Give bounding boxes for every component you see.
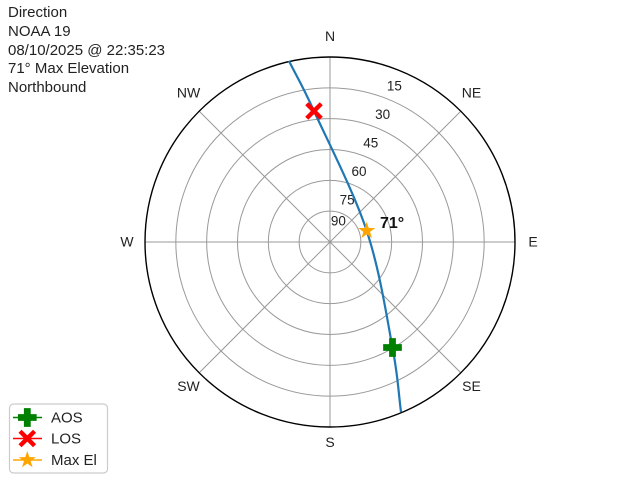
- svg-text:AOS: AOS: [51, 410, 83, 427]
- svg-text:15: 15: [387, 79, 402, 94]
- svg-text:71°: 71°: [380, 215, 404, 232]
- svg-text:E: E: [528, 234, 537, 250]
- svg-text:S: S: [325, 434, 334, 450]
- svg-text:NE: NE: [462, 85, 481, 101]
- svg-text:45: 45: [363, 136, 378, 151]
- svg-text:60: 60: [351, 164, 366, 179]
- svg-text:90: 90: [331, 214, 346, 229]
- svg-text:NW: NW: [177, 85, 201, 101]
- svg-text:W: W: [120, 234, 134, 250]
- svg-text:SW: SW: [177, 378, 200, 394]
- svg-text:LOS: LOS: [51, 431, 81, 448]
- svg-text:N: N: [325, 28, 335, 44]
- svg-text:Max El: Max El: [51, 452, 97, 469]
- svg-text:SE: SE: [462, 378, 481, 394]
- svg-text:30: 30: [375, 107, 390, 122]
